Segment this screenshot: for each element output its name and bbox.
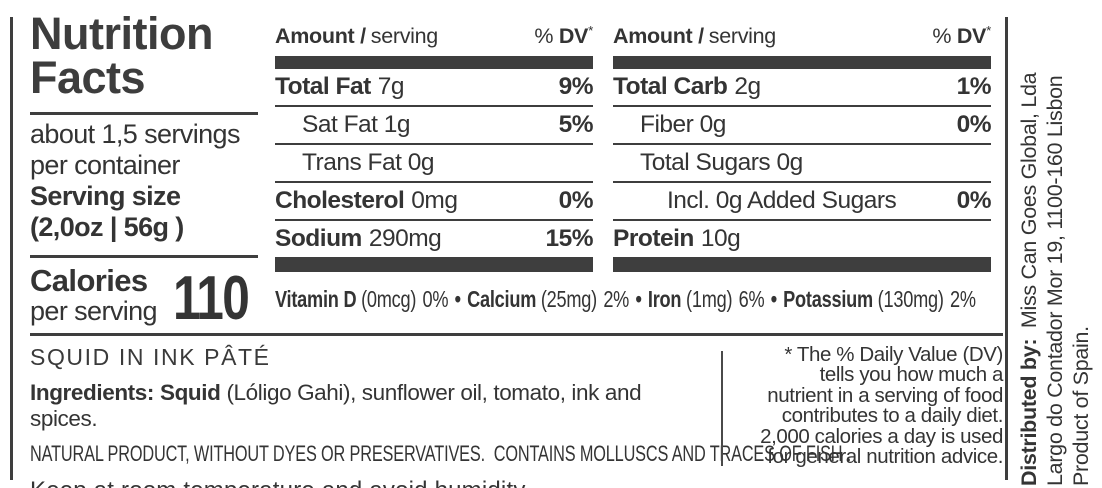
distributor-line1: Distributed by: Miss Can Goes Global, Ld… (1017, 72, 1041, 486)
servings-per-container-line2: per container (30, 150, 180, 180)
table-header: Amount / serving % DV* (613, 20, 991, 56)
calories-block: Calories per serving 110 (30, 263, 267, 333)
bullet-separator: • (454, 286, 461, 312)
daily-value-footnote: * The % Daily Value (DV) tells you how m… (760, 343, 1003, 469)
nutrient-table-right: Amount / serving % DV* Total Carb 2g 1% Fi… (613, 20, 992, 272)
right-edge-rule (1005, 17, 1008, 480)
panel-title-line1: Nutrition (30, 8, 213, 59)
footer-bar (613, 259, 991, 272)
amount-serving-header: Amount / serving (275, 24, 438, 48)
micronutrients-line: Vitamin D (0mcg) 0% • Calcium (25mg) 2% • Iron (1… (275, 286, 976, 312)
footer-bar (275, 259, 593, 272)
serving-info: about 1,5 servings per container Serving… (30, 119, 240, 243)
dv-header: % DV* (534, 22, 593, 48)
main-horizontal-divider (30, 333, 1003, 336)
calories-label: Calories (30, 263, 148, 298)
bullet-separator: • (770, 286, 777, 312)
row-cholesterol: Cholesterol 0mg 0% (275, 183, 594, 221)
storage-instructions: Keep at room temperature and avoid humid… (30, 477, 710, 488)
distributed-by-label: Distributed by: (1017, 338, 1041, 486)
product-info: SQUID IN INK PÂTÉ Ingredients: Squid (Lóli… (30, 344, 852, 488)
header-bar (613, 56, 991, 69)
calories-value: 110 (172, 264, 250, 333)
serving-size-label: Serving size (30, 181, 181, 211)
footnote-divider (721, 351, 723, 466)
nutrient-table-left: Amount / serving % DV* Total Fat 7g 9% Sat… (275, 20, 594, 272)
header-bar (275, 56, 593, 69)
row-total-sugars: Total Sugars 0g (613, 145, 991, 183)
row-fiber: Fiber 0g 0% (613, 107, 992, 145)
row-trans-fat: Trans Fat 0g (275, 145, 593, 183)
dv-header: % DV* (932, 22, 991, 48)
row-total-fat: Total Fat 7g 9% (275, 69, 594, 107)
row-protein: Protein 10g (613, 221, 991, 259)
distributor-info: Distributed by: Miss Can Goes Global, Ld… (1016, 0, 1094, 488)
product-name: SQUID IN INK PÂTÉ (30, 344, 271, 370)
left-edge-rule (10, 17, 13, 480)
row-added-sugars: Incl. 0g Added Sugars 0% (613, 183, 992, 221)
row-total-carb: Total Carb 2g 1% (613, 69, 992, 107)
distributor-line3: Product of Spain. (1069, 326, 1093, 486)
serving-size-value: (2,0oz | 56g ) (30, 212, 184, 242)
amount-serving-header: Amount / serving (613, 24, 776, 48)
calories-caption: Calories per serving (30, 263, 158, 326)
servings-per-container-line1: about 1,5 servings (30, 119, 240, 149)
serving-divider (30, 255, 258, 258)
ingredients-line: Ingredients: Squid (Lóligo Gahi), sunflowe… (30, 380, 642, 431)
panel-title-line2: Facts (30, 52, 146, 103)
row-sat-fat: Sat Fat 1g 5% (275, 107, 594, 145)
calories-sublabel: per serving (30, 296, 158, 326)
table-header: Amount / serving % DV* (275, 20, 593, 56)
title-divider (30, 112, 258, 115)
distributor-line2: Largo do Contador Mor 19, 1100-160 Lisbo… (1043, 75, 1067, 486)
panel-title: Nutrition Facts (30, 8, 213, 103)
product-claims: NATURAL PRODUCT, WITHOUT DYES OR PRESERV… (30, 441, 852, 466)
bullet-separator: • (635, 286, 642, 312)
row-sodium: Sodium 290mg 15% (275, 221, 593, 259)
ingredients-label: Ingredients: (30, 380, 154, 405)
